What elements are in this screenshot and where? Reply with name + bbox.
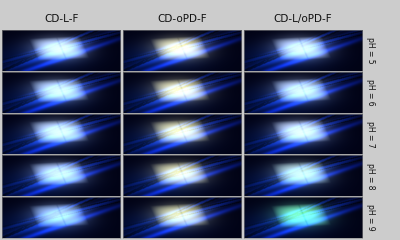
Text: CD-L/oPD-F: CD-L/oPD-F — [274, 14, 332, 24]
Text: pH = 9: pH = 9 — [366, 204, 375, 231]
Text: pH = 6: pH = 6 — [366, 79, 375, 106]
Text: pH = 7: pH = 7 — [366, 121, 375, 147]
Text: CD-oPD-F: CD-oPD-F — [157, 14, 207, 24]
Text: CD-L-F: CD-L-F — [44, 14, 78, 24]
Text: pH = 5: pH = 5 — [366, 37, 375, 64]
Text: pH = 8: pH = 8 — [366, 162, 375, 189]
